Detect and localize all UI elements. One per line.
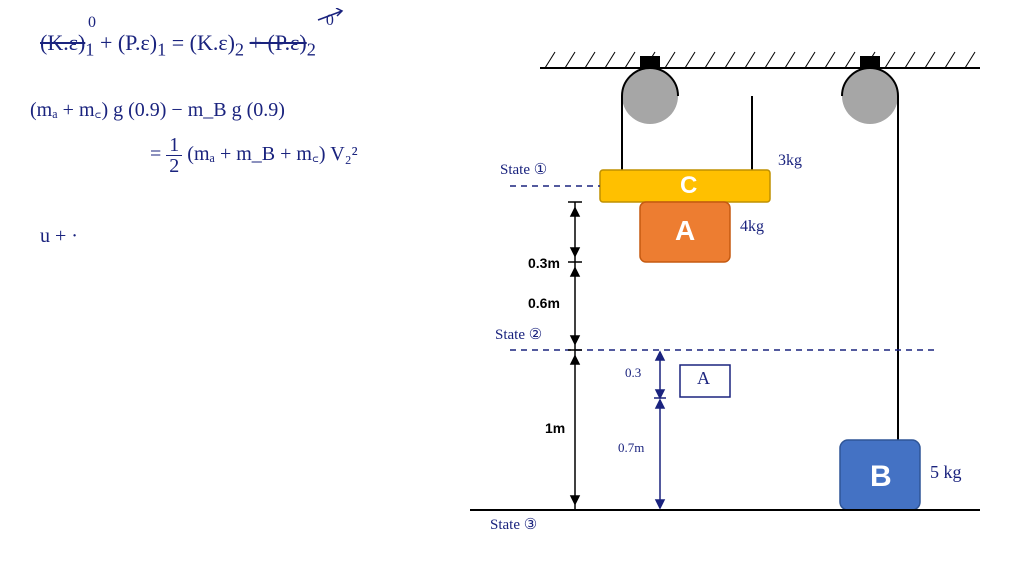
mass-a-label: 4kg [740, 218, 764, 236]
block-a2-label: A [697, 368, 710, 389]
state2-label: State ② [495, 325, 542, 344]
state1-label: State ① [500, 160, 547, 179]
block-b-label: B [870, 460, 892, 494]
inner-03: 0.3 [625, 365, 641, 381]
inner-dimension [654, 352, 666, 508]
dim-06: 0.6m [528, 295, 560, 311]
dimension-line [568, 202, 582, 510]
state3-label: State ③ [490, 515, 537, 534]
ceiling-hatch [545, 52, 975, 68]
dim-03: 0.3m [528, 255, 560, 271]
block-c-label: C [680, 172, 697, 200]
mass-b-label: 5 kg [930, 462, 962, 483]
block-a-label: A [675, 215, 695, 247]
dim-1: 1m [545, 420, 565, 436]
inner-07: 0.7m [618, 440, 644, 456]
mass-c-label: 3kg [778, 152, 802, 170]
